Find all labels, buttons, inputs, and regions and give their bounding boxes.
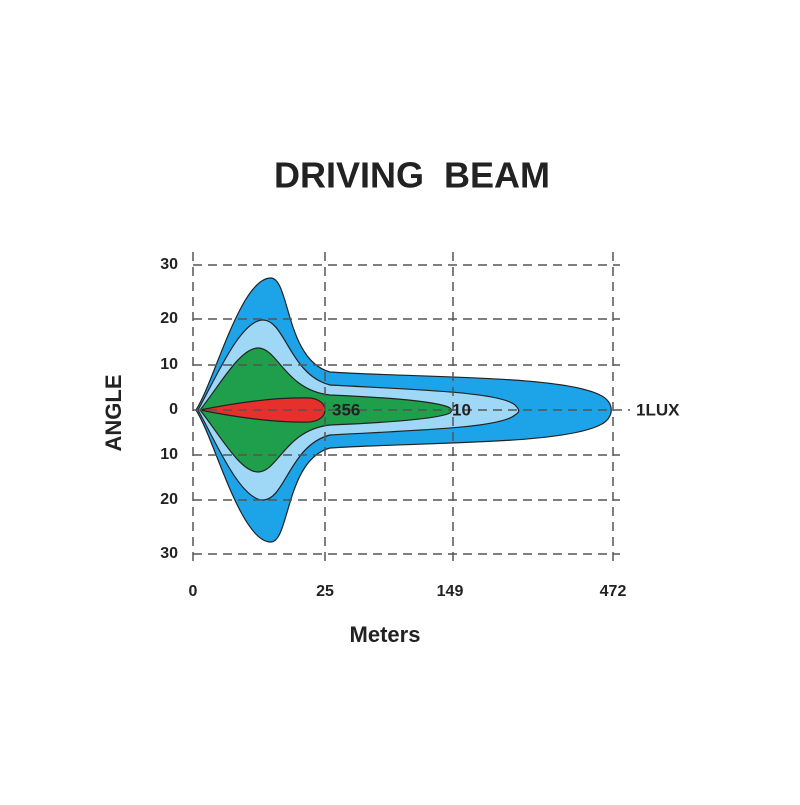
contour-labels: 356 10 1LUX xyxy=(332,400,680,419)
y-tick-label: 10 xyxy=(160,446,178,463)
x-tick-label: 149 xyxy=(437,583,464,600)
x-tick-label: 25 xyxy=(316,583,334,600)
contour-label: 10 xyxy=(452,400,471,419)
contour-label: 1LUX xyxy=(636,400,680,419)
y-tick-label: 20 xyxy=(160,491,178,508)
grid xyxy=(192,252,630,562)
y-tick-label: 30 xyxy=(160,545,178,562)
x-axis-label: Meters xyxy=(350,622,421,647)
contour-label: 356 xyxy=(332,400,360,419)
y-tick-label: 30 xyxy=(160,256,178,273)
y-tick-label: 20 xyxy=(160,310,178,327)
x-ticks: 0 25 149 472 xyxy=(189,583,627,600)
x-tick-label: 0 xyxy=(189,583,198,600)
title: DRIVING BEAM xyxy=(274,155,550,196)
y-axis-label: ANGLE xyxy=(101,375,126,452)
y-tick-label: 10 xyxy=(160,356,178,373)
y-tick-label: 0 xyxy=(169,401,178,418)
y-ticks: 30 20 10 0 10 20 30 xyxy=(160,256,178,562)
x-tick-label: 472 xyxy=(600,583,627,600)
